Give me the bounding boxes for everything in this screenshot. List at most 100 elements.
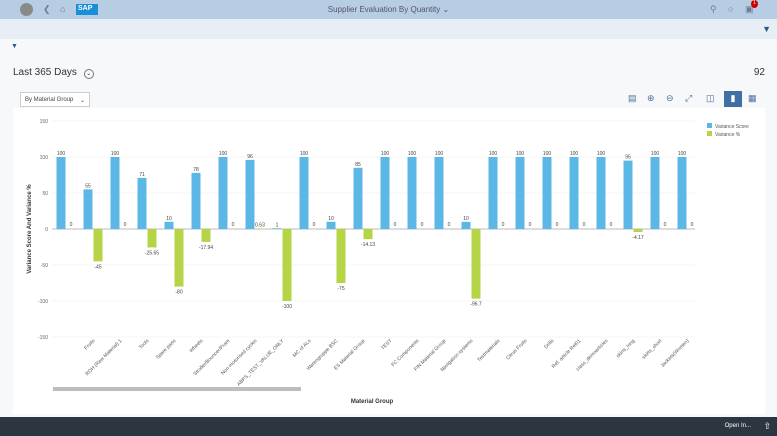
variance-pct-bar	[633, 229, 643, 233]
y-axis-title: Variance Score And Variance %	[27, 184, 33, 274]
variance-score-bar	[353, 167, 363, 229]
data-label: 85	[355, 162, 361, 168]
back-icon[interactable]: ❮	[43, 4, 51, 14]
data-label: -45	[94, 264, 101, 270]
variance-score-bar	[137, 177, 147, 229]
open-in-button[interactable]: Open In...	[724, 423, 751, 429]
subheader: ▼	[0, 19, 777, 39]
variance-score-bar	[650, 157, 660, 229]
variance-score-bar	[272, 228, 282, 229]
sap-logo: SAP	[76, 4, 98, 15]
group-by-select[interactable]: By Material Group ⌄	[20, 92, 90, 107]
legend-swatch	[707, 131, 712, 136]
data-label: 95	[625, 155, 631, 161]
data-label: 0	[232, 222, 235, 228]
y-tick-label: 50	[42, 191, 48, 197]
search-icon[interactable]: ⚲	[710, 4, 717, 14]
footer-bar: Open In... ⇧	[0, 417, 777, 436]
data-label: 0	[664, 222, 667, 228]
data-label: -96.7	[470, 302, 482, 308]
x-tick-label: skirts_long	[615, 338, 636, 359]
data-label: 96	[247, 154, 253, 160]
notifications-icon[interactable]: ▣	[745, 4, 754, 14]
horizontal-scrollbar[interactable]	[53, 387, 301, 391]
x-tick-label: Jackets(Women)	[660, 338, 691, 369]
variance-score-bar	[515, 157, 525, 229]
data-label: 1	[276, 222, 279, 228]
data-label: -17.94	[199, 245, 213, 251]
zoom-out-icon[interactable]: ⊖	[666, 93, 674, 103]
avatar[interactable]	[20, 3, 33, 16]
chart-view-icon[interactable]: ▮	[724, 91, 742, 107]
data-label: -75	[337, 286, 344, 292]
app-title-text: Supplier Evaluation By Quantity	[327, 5, 441, 14]
app-title[interactable]: Supplier Evaluation By Quantity ⌄	[327, 5, 450, 14]
data-label: 100	[678, 151, 687, 157]
y-tick-label: 0	[45, 227, 48, 233]
variance-score-bar	[326, 221, 336, 229]
filter-icon[interactable]: ▼	[762, 24, 771, 34]
group-by-value: By Material Group	[25, 97, 74, 103]
data-label: -14.13	[361, 242, 375, 248]
data-label: 100	[543, 151, 552, 157]
variance-score-bar	[407, 157, 417, 229]
variance-score-bar	[191, 172, 201, 229]
x-tick-label: MC of ALs	[292, 338, 313, 359]
variance-score-bar	[596, 157, 606, 229]
data-label: 100	[408, 151, 417, 157]
data-label: 78	[193, 167, 199, 173]
legend-label: Variance Score	[715, 124, 749, 130]
variance-score-bar	[677, 157, 687, 229]
data-label: 100	[219, 151, 228, 157]
data-label: 0	[529, 222, 532, 228]
chevron-down-icon: ⌄	[83, 69, 94, 79]
data-label: 0	[313, 222, 316, 228]
data-label: 10	[463, 216, 469, 222]
data-label: 0	[124, 222, 127, 228]
data-label: 100	[57, 151, 66, 157]
variance-score-bar	[542, 157, 552, 229]
table-view-icon[interactable]: ▦	[748, 93, 757, 103]
y-tick-label: -100	[38, 299, 48, 305]
data-label: 0	[421, 222, 424, 228]
fullscreen-icon[interactable]: ⤢	[685, 93, 693, 103]
data-label: 0	[556, 222, 559, 228]
data-label: 0	[394, 222, 397, 228]
filter-settings-icon[interactable]: ▼	[11, 43, 18, 50]
x-tick-label: ABPS_TEST_VALUE_ONLY	[236, 338, 286, 388]
chevron-down-icon: ⌄	[79, 98, 85, 104]
legend-toggle-icon[interactable]: ▤	[628, 93, 637, 103]
variance-score-bar	[488, 157, 498, 229]
y-tick-label: 150	[40, 119, 49, 125]
variance-score-bar	[299, 157, 309, 229]
x-tick-label: Fruits	[83, 338, 96, 351]
x-tick-label: Citrus Fruits	[505, 338, 529, 362]
variance-pct-bar	[201, 229, 211, 242]
variance-pct-bar	[363, 229, 373, 240]
data-label: 0	[691, 222, 694, 228]
y-tick-label: -150	[38, 335, 48, 341]
variance-score-bar	[461, 221, 471, 229]
data-label: 0	[502, 222, 505, 228]
variance-score-bar	[164, 221, 174, 229]
x-tick-label: Spare parts	[155, 338, 178, 361]
variance-score-bar	[434, 157, 444, 229]
variance-score-bar	[623, 160, 633, 229]
x-axis-title: Material Group	[351, 399, 394, 405]
data-label: -100	[282, 304, 292, 310]
legend-swatch	[707, 123, 712, 128]
variance-pct-bar	[471, 229, 481, 299]
item-count: 92	[753, 67, 765, 78]
share-icon[interactable]: ⇧	[763, 421, 771, 431]
home-icon[interactable]: ⌂	[60, 4, 66, 14]
variance-pct-bar	[336, 229, 346, 283]
variance-score-bar	[218, 157, 228, 229]
zoom-in-icon[interactable]: ⊕	[647, 93, 655, 103]
x-tick-label: Testmaterials	[476, 338, 501, 363]
data-label: 0	[70, 222, 73, 228]
export-icon[interactable]: ◫	[706, 93, 715, 103]
x-tick-label: Tools	[138, 338, 151, 351]
help-icon[interactable]: ○	[728, 4, 734, 14]
period-selector[interactable]: Last 365 Days ⌄	[13, 67, 94, 79]
